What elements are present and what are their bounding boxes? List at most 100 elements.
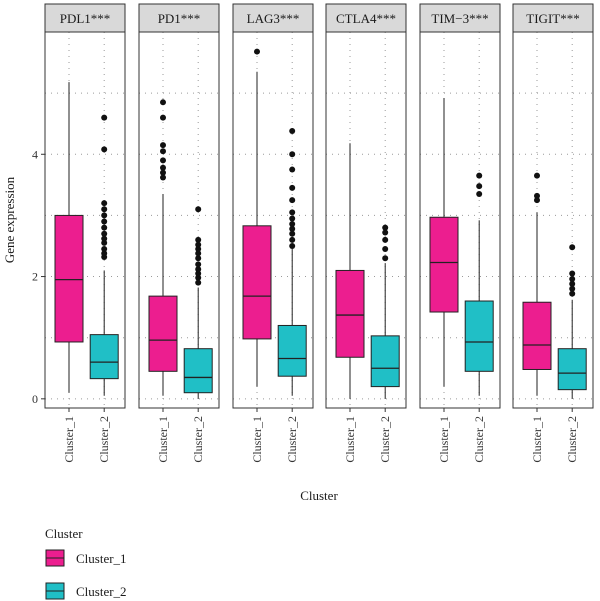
outlier-point — [160, 164, 166, 171]
facet-panel: PD1*** Cluster_1 Cluster_2 — [138, 3, 220, 463]
outlier-point — [101, 212, 108, 219]
outlier-point — [101, 200, 108, 207]
outlier-point — [476, 172, 483, 179]
outlier-point — [101, 224, 108, 231]
outlier-point — [382, 229, 389, 236]
box-cluster-2 — [89, 114, 119, 396]
legend-title: Cluster — [45, 526, 83, 541]
outlier-point — [534, 197, 540, 204]
legend: Cluster Cluster_1 Cluster_2 — [45, 526, 127, 600]
x-tick-label: Cluster_2 — [191, 416, 205, 463]
outlier-point — [195, 274, 202, 281]
x-tick-label: Cluster_1 — [156, 416, 170, 463]
outlier-point — [382, 236, 389, 243]
box-cluster-2 — [464, 172, 494, 396]
outlier-point — [569, 275, 576, 282]
panel-border — [419, 31, 501, 409]
outlier-point — [195, 255, 202, 262]
y-tick-label: 4 — [32, 147, 38, 161]
outlier-point — [476, 183, 483, 190]
outlier-point — [476, 191, 483, 198]
outlier-point — [101, 246, 108, 253]
box-cluster-1 — [54, 82, 84, 393]
outlier-point — [195, 250, 202, 257]
facet-strip — [138, 3, 220, 33]
facet-strip — [232, 3, 314, 33]
outlier-point — [195, 266, 202, 273]
iqr-box — [335, 269, 365, 358]
outlier-point — [160, 142, 166, 149]
facet-label: PDL1*** — [60, 11, 111, 26]
y-axis: 0 2 4 — [32, 147, 45, 406]
x-axis-title: Cluster — [300, 488, 338, 503]
facet-strip — [325, 3, 407, 33]
iqr-box — [54, 214, 84, 343]
iqr-box — [522, 301, 552, 370]
box-cluster-1 — [429, 98, 459, 387]
x-tick-label: Cluster_1 — [343, 416, 357, 463]
facet-panel: TIM−3*** Cluster_1 Cluster_2 — [419, 3, 501, 463]
outlier-point — [289, 225, 296, 232]
outlier-point — [289, 220, 296, 227]
outlier-point — [569, 290, 576, 297]
x-tick-label: Cluster_2 — [97, 416, 111, 463]
outlier-point — [254, 48, 260, 55]
facet-label: TIGIT*** — [526, 11, 579, 26]
facet-label: PD1*** — [158, 11, 201, 26]
outlier-point — [160, 114, 166, 121]
outlier-point — [101, 218, 108, 225]
facet-panel: TIGIT*** Cluster_1 Cluster_2 — [512, 3, 594, 463]
outlier-point — [289, 151, 296, 158]
panel-border — [138, 31, 220, 409]
outlier-point — [101, 114, 108, 121]
facet-strip — [512, 3, 594, 33]
box-cluster-2 — [183, 206, 213, 399]
outlier-point — [289, 230, 296, 237]
iqr-box — [183, 348, 213, 394]
outlier-point — [382, 255, 389, 262]
iqr-box — [370, 335, 400, 388]
outlier-point — [534, 192, 540, 199]
y-axis-title: Gene expression — [2, 176, 17, 263]
iqr-box — [464, 300, 494, 372]
outlier-point — [289, 215, 296, 222]
outlier-point — [569, 280, 576, 287]
outlier-point — [569, 270, 576, 277]
outlier-point — [101, 206, 108, 213]
outlier-point — [289, 128, 296, 135]
outlier-point — [101, 239, 108, 246]
legend-label: Cluster_2 — [76, 584, 127, 599]
outlier-point — [160, 148, 166, 155]
outlier-point — [160, 174, 166, 181]
outlier-point — [289, 166, 296, 173]
iqr-box — [557, 348, 587, 391]
iqr-box — [429, 216, 459, 313]
x-tick-label: Cluster_1 — [62, 416, 76, 463]
facet-strip — [44, 3, 126, 33]
outlier-point — [195, 241, 202, 248]
outlier-point — [101, 250, 108, 257]
y-tick-label: 0 — [32, 392, 38, 406]
x-tick-label: Cluster_1 — [250, 416, 264, 463]
facet-label: CTLA4*** — [336, 11, 396, 26]
iqr-box — [148, 295, 178, 372]
box-cluster-1 — [335, 143, 365, 399]
facet-panel: PDL1*** Cluster_1 Cluster_2 — [44, 3, 126, 463]
facet-label: TIM−3*** — [431, 11, 488, 26]
iqr-box — [277, 324, 307, 377]
x-tick-label: Cluster_2 — [285, 416, 299, 463]
outlier-point — [534, 172, 540, 179]
outlier-point — [195, 246, 202, 253]
x-tick-label: Cluster_1 — [530, 416, 544, 463]
x-tick-label: Cluster_2 — [378, 416, 392, 463]
y-tick-label: 2 — [32, 270, 38, 284]
x-tick-label: Cluster_1 — [437, 416, 451, 463]
outlier-point — [195, 206, 202, 213]
outlier-point — [160, 99, 166, 106]
box-cluster-2 — [277, 128, 307, 396]
legend-label: Cluster_1 — [76, 551, 127, 566]
facet-panels: PDL1*** Cluster_1 Cluster_2 PD1*** Cluster_1… — [44, 3, 594, 463]
outlier-point — [195, 261, 202, 268]
